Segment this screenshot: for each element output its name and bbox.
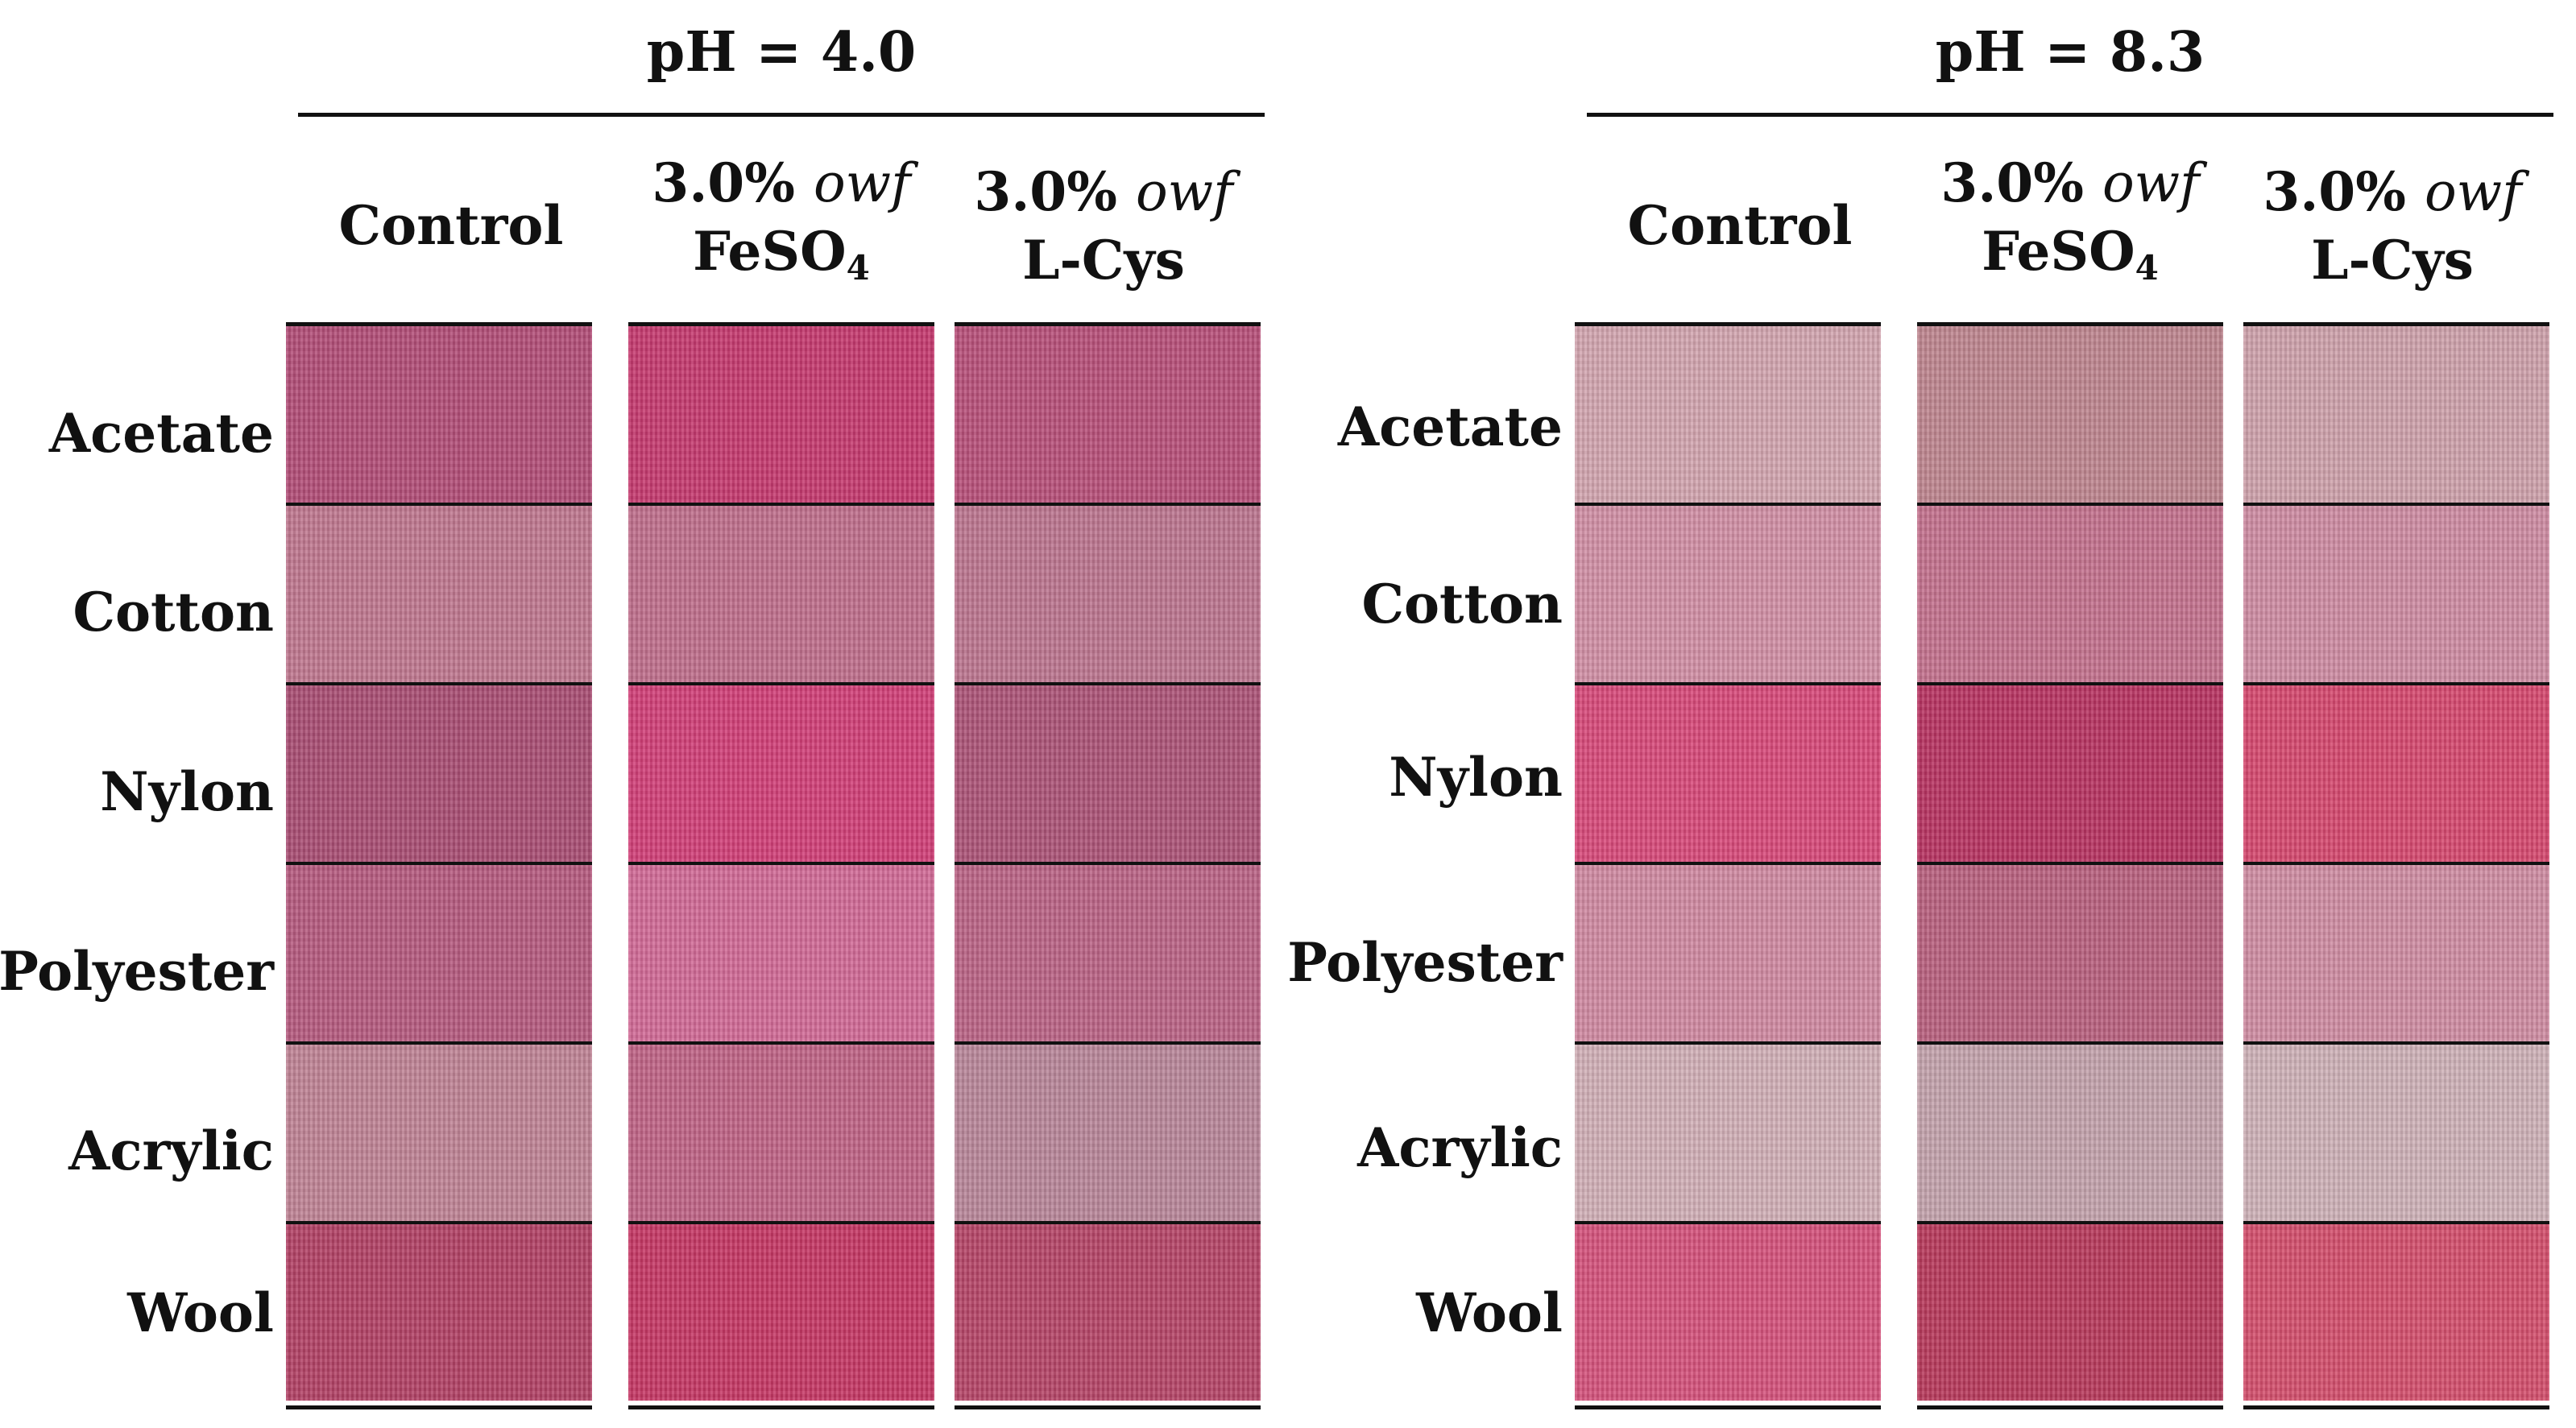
ph-8-feso4-subscript: 4: [2135, 248, 2159, 288]
ph-4-col-control-header: Control: [298, 145, 604, 306]
ph-8-col-control-header: Control: [1587, 145, 1893, 306]
ph-4-col-lcys-header: 3.0% owf L-Cys: [950, 145, 1257, 306]
fabric-swatch-wool: [955, 1224, 1261, 1401]
fabric-swatch-cotton: [955, 506, 1261, 685]
fabric-swatch-acetate: [628, 326, 934, 506]
ph-8-feso4-pct: 3.0%: [1940, 151, 2084, 214]
fabric-swatch-acetate: [1575, 326, 1881, 506]
ph-4-lcys-owf: owf: [1135, 160, 1233, 223]
fabric-swatch-wool: [2243, 1224, 2549, 1401]
fabric-swatch-acrylic: [2243, 1045, 2549, 1224]
ph-4-title: pH = 4.0: [646, 20, 917, 85]
fabric-swatch-nylon: [628, 685, 934, 865]
fabric-swatch-wool: [1575, 1224, 1881, 1401]
ph-8-col-lcys-line2: L-Cys: [2311, 228, 2474, 292]
ph-4-row-label: Nylon: [100, 760, 274, 823]
fabric-swatch-polyester: [1917, 865, 2223, 1045]
ph-8-col-lcys-line1: 3.0% owf: [2263, 158, 2521, 226]
ph-4-feso4-owf: owf: [813, 152, 911, 214]
fabric-swatch-nylon: [2243, 685, 2549, 865]
ph-4-row-label: Wool: [127, 1281, 274, 1344]
ph-8-lcys-swatch-column: [2243, 322, 2549, 1409]
fabric-swatch-polyester: [286, 865, 592, 1045]
ph-8-row-label: Cotton: [1361, 573, 1563, 635]
ph-4-feso4-pct: 3.0%: [652, 151, 795, 214]
ph-8-row-label: Wool: [1416, 1281, 1563, 1344]
ph-8-feso4-swatch-column: [1917, 322, 2223, 1409]
fabric-swatch-cotton: [1575, 506, 1881, 685]
fabric-swatch-wool: [286, 1224, 592, 1401]
fabric-swatch-acrylic: [286, 1045, 592, 1224]
fabric-swatch-cotton: [286, 506, 592, 685]
panel-ph-4: pH = 4.0 Control 3.0% owf FeSO4 3.0% owf…: [0, 0, 1273, 1428]
ph-8-col-feso4-line1: 3.0% owf: [1940, 149, 2199, 217]
fabric-swatch-nylon: [1917, 685, 2223, 865]
fabric-swatch-acetate: [286, 326, 592, 506]
ph-4-col-lcys-line1: 3.0% owf: [974, 158, 1232, 226]
ph-8-row-label: Acrylic: [1357, 1116, 1563, 1179]
ph-8-lcys-owf: owf: [2424, 160, 2522, 223]
fabric-swatch-nylon: [1575, 685, 1881, 865]
fabric-swatch-cotton: [1917, 506, 2223, 685]
ph-8-col-lcys-header: 3.0% owf L-Cys: [2239, 145, 2545, 306]
fabric-swatch-acetate: [2243, 326, 2549, 506]
ph-4-col-feso4-header: 3.0% owf FeSO4: [628, 145, 934, 306]
ph-8-lcys-pct: 3.0%: [2263, 159, 2406, 223]
panel-ph-8: pH = 8.3 Control 3.0% owf FeSO4 3.0% owf…: [1287, 0, 2562, 1428]
ph-4-lcys-pct: 3.0%: [974, 159, 1117, 223]
ph-4-row-label: Cotton: [72, 581, 274, 644]
fabric-swatch-polyester: [1575, 865, 1881, 1045]
fabric-swatch-acrylic: [1575, 1045, 1881, 1224]
ph-4-feso4-swatch-column: [628, 322, 934, 1409]
fabric-swatch-cotton: [628, 506, 934, 685]
ph-4-feso4-subscript: 4: [846, 248, 870, 288]
ph-8-row-label: Polyester: [1287, 931, 1563, 994]
ph-4-row-label: Acetate: [48, 402, 274, 465]
ph-8-col-feso4-line2: FeSO4: [1982, 217, 2159, 302]
ph-4-col-control-label: Control: [338, 194, 564, 257]
fabric-swatch-nylon: [955, 685, 1261, 865]
ph-4-col-lcys-line2: L-Cys: [1022, 228, 1185, 292]
ph-8-control-swatch-column: [1575, 322, 1881, 1409]
ph-8-feso4-owf: owf: [2102, 152, 2200, 214]
ph-4-feso4-name: FeSO: [693, 220, 847, 283]
ph-4-lcys-swatch-column: [955, 322, 1261, 1409]
ph-8-rule: [1587, 113, 2553, 117]
fabric-swatch-polyester: [628, 865, 934, 1045]
fabric-swatch-polyester: [2243, 865, 2549, 1045]
ph-4-rule: [298, 113, 1265, 117]
fabric-swatch-acetate: [1917, 326, 2223, 506]
ph-8-feso4-name: FeSO: [1982, 220, 2135, 283]
ph-4-col-feso4-line2: FeSO4: [693, 217, 870, 302]
ph-4-row-label: Polyester: [0, 940, 274, 1003]
ph-4-col-feso4-line1: 3.0% owf: [652, 149, 910, 217]
ph-8-row-label: Acetate: [1337, 395, 1563, 458]
ph-4-control-swatch-column: [286, 322, 592, 1409]
fabric-swatch-cotton: [2243, 506, 2549, 685]
fabric-swatch-acrylic: [955, 1045, 1261, 1224]
fabric-swatch-wool: [1917, 1224, 2223, 1401]
fabric-swatch-wool: [628, 1224, 934, 1401]
ph-8-row-label: Nylon: [1389, 746, 1563, 809]
ph-8-col-feso4-header: 3.0% owf FeSO4: [1917, 145, 2223, 306]
fabric-swatch-acrylic: [628, 1045, 934, 1224]
fabric-swatch-polyester: [955, 865, 1261, 1045]
fabric-swatch-nylon: [286, 685, 592, 865]
fabric-swatch-acetate: [955, 326, 1261, 506]
ph-8-col-control-label: Control: [1627, 194, 1853, 257]
ph-4-row-label: Acrylic: [68, 1120, 274, 1182]
ph-8-title: pH = 8.3: [1935, 20, 2205, 85]
fabric-swatch-acrylic: [1917, 1045, 2223, 1224]
